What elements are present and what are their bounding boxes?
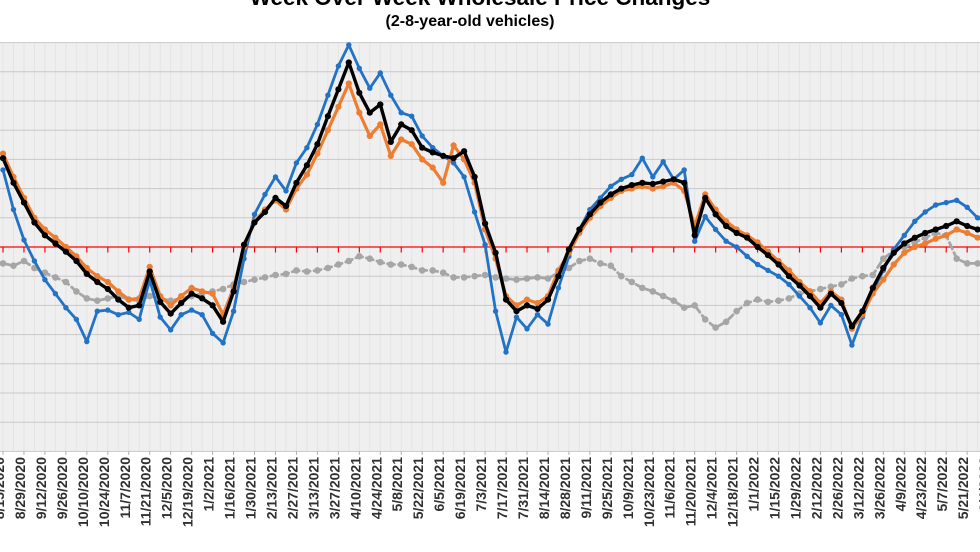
x-axis-label: 6/4/2022	[976, 457, 980, 512]
x-axis-label: 3/13/2021	[305, 457, 321, 519]
x-axis-label: 12/4/2021	[704, 457, 720, 519]
x-axis-label: 9/11/2021	[578, 457, 594, 519]
x-axis-label: 2/13/2021	[263, 457, 279, 519]
x-axis-label: 12/18/2021	[725, 457, 741, 527]
x-axis-label: 1/15/2022	[767, 457, 783, 519]
x-axis-label: 1/30/2021	[243, 457, 259, 519]
x-axis-label: 4/24/2021	[368, 457, 384, 519]
x-axis-label: 10/10/2020	[75, 457, 91, 527]
x-axis-label: 8/29/2020	[12, 457, 28, 519]
x-axis-label: 7/17/2021	[494, 457, 510, 519]
series-black	[0, 59, 980, 330]
x-axis-label: 3/27/2021	[326, 457, 342, 519]
x-axis-label: 3/12/2022	[850, 457, 866, 519]
x-axis-label: 12/5/2020	[159, 457, 175, 519]
x-axis-ticks	[2, 451, 968, 455]
x-axis-label: 10/9/2021	[620, 457, 636, 519]
x-axis-label: 8/14/2021	[536, 457, 552, 519]
x-axis-label: 7/3/2021	[473, 457, 489, 512]
x-axis-label: 5/7/2022	[934, 457, 950, 512]
x-axis-label: 5/22/2021	[410, 457, 426, 519]
x-axis-label: 5/21/2022	[955, 457, 971, 519]
chart-title: Week Over Week Wholesale Price Changes	[0, 0, 960, 11]
x-axis-label: 11/6/2021	[662, 457, 678, 519]
x-axis-label: 9/25/2021	[599, 457, 615, 519]
x-axis-label: 1/16/2021	[222, 457, 238, 519]
x-axis-label: 2/12/2022	[808, 457, 824, 519]
x-axis-label: 10/24/2020	[96, 457, 112, 527]
series-gray-dashed	[0, 229, 980, 331]
x-axis-label: 1/29/2022	[787, 457, 803, 519]
x-axis-label: 1/2/2021	[201, 457, 217, 512]
x-axis-label: 11/7/2020	[117, 457, 133, 519]
x-axis-label: 7/31/2021	[515, 457, 531, 519]
x-axis-label: 10/23/2021	[641, 457, 657, 527]
x-axis-label: 8/28/2021	[557, 457, 573, 519]
x-axis-label: 4/9/2022	[892, 457, 908, 512]
x-axis-label: 1/1/2022	[746, 457, 762, 512]
x-axis-label: 4/10/2021	[347, 457, 363, 519]
x-axis-label: 2/26/2022	[829, 457, 845, 519]
x-axis-label: 8/15/2020	[0, 457, 7, 519]
x-axis-label: 6/19/2021	[452, 457, 468, 519]
x-axis-label: 5/8/2021	[389, 457, 405, 512]
x-axis-label: 12/19/2020	[180, 457, 196, 527]
series-blue	[0, 42, 980, 355]
x-axis-label: 11/20/2021	[683, 457, 699, 527]
x-axis-label: 9/12/2020	[33, 457, 49, 519]
horizontal-gridlines	[0, 42, 980, 452]
x-axis-label: 9/26/2020	[54, 457, 70, 519]
chart-subtitle: (2-8-year-old vehicles)	[385, 13, 555, 30]
x-axis-label: 2/27/2021	[284, 457, 300, 519]
x-axis-label: 6/5/2021	[431, 457, 447, 512]
x-axis-label: 3/26/2022	[871, 457, 887, 519]
x-axis-label: 4/23/2022	[913, 457, 929, 519]
x-axis-label: 11/21/2020	[138, 457, 154, 527]
x-axis-labels: 8/15/2020 8/29/2020 9/12/2020 9/26/2020 10/1…	[0, 457, 980, 527]
